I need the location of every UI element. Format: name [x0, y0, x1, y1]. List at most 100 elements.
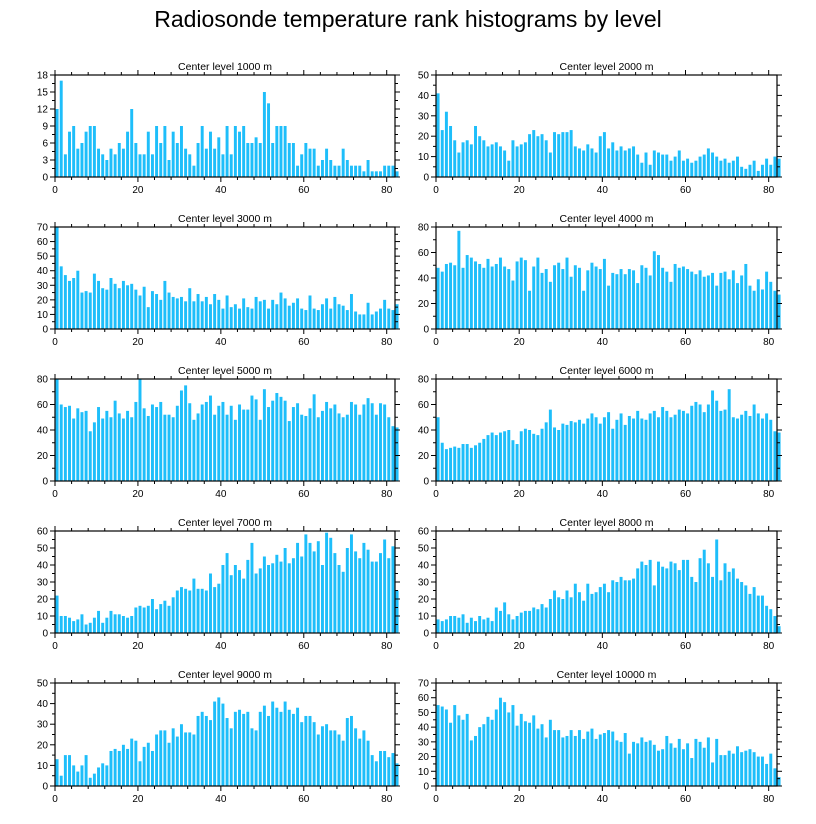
- histogram-bar: [329, 730, 333, 786]
- histogram-bar: [548, 599, 552, 633]
- histogram-bar: [536, 728, 540, 786]
- histogram-bar: [366, 398, 370, 482]
- histogram-bar: [677, 570, 681, 633]
- histogram-bar: [246, 711, 250, 786]
- histogram-bar: [329, 308, 333, 329]
- histogram-bar: [727, 571, 731, 633]
- histogram-bar: [598, 423, 602, 482]
- histogram-bar: [196, 413, 200, 481]
- histogram-bar: [59, 80, 63, 177]
- histogram-bar: [532, 130, 536, 177]
- histogram-bar: [553, 590, 556, 633]
- histogram-bar: [345, 718, 349, 786]
- histogram-bar: [731, 270, 735, 329]
- histogram-bar: [777, 777, 781, 786]
- histogram-bar: [436, 417, 440, 481]
- histogram-bar: [84, 291, 88, 329]
- histogram-bar: [598, 734, 602, 786]
- histogram-bar: [238, 131, 241, 177]
- histogram-bar: [374, 414, 378, 481]
- histogram-bar: [221, 565, 225, 633]
- histogram-bar: [769, 609, 773, 633]
- histogram-bar: [748, 285, 752, 329]
- histogram-bar: [150, 599, 154, 633]
- histogram-bar: [383, 750, 387, 786]
- panel-title: Center level 10000 m: [557, 669, 657, 681]
- histogram-bar: [126, 285, 130, 329]
- histogram-bar: [453, 446, 457, 481]
- histogram-bar: [490, 266, 494, 329]
- histogram-bar: [213, 587, 217, 633]
- histogram-bar: [457, 617, 461, 633]
- histogram-bar: [142, 154, 146, 177]
- histogram-bar: [569, 597, 573, 633]
- histogram-bar: [271, 563, 275, 633]
- histogram-bar: [59, 616, 63, 633]
- histogram-bar: [569, 730, 573, 786]
- histogram-bar: [362, 404, 366, 481]
- histogram-bar: [279, 126, 283, 177]
- histogram-bar: [233, 419, 237, 481]
- histogram-bar: [233, 711, 237, 786]
- histogram-bar: [665, 154, 669, 177]
- histogram-bar: [702, 276, 706, 329]
- histogram-bar: [444, 709, 448, 786]
- x-tick-label: 20: [514, 641, 526, 652]
- histogram-bar: [97, 610, 101, 633]
- histogram-bar: [494, 142, 498, 177]
- histogram-bar: [469, 144, 473, 177]
- histogram-bar: [611, 428, 615, 481]
- histogram-bar: [155, 609, 159, 633]
- histogram-bar: [254, 730, 258, 786]
- histogram-bar: [217, 583, 221, 633]
- histogram-bar: [395, 590, 399, 633]
- histogram-bar: [80, 143, 84, 177]
- histogram-bar: [258, 301, 262, 329]
- histogram-bar: [607, 148, 611, 177]
- histogram-bar: [250, 728, 254, 786]
- histogram-bar: [291, 558, 295, 633]
- histogram-bar: [308, 715, 312, 786]
- histogram-bar: [444, 111, 448, 177]
- histogram-bar: [602, 258, 606, 330]
- histogram-bar: [577, 267, 581, 329]
- panel-2: Center level 2000 m 0 20 40 60 80 0 10 20 30 40 50: [418, 61, 782, 196]
- histogram-bar: [109, 610, 113, 633]
- x-tick-label: 20: [514, 185, 526, 196]
- histogram-bar: [262, 705, 266, 786]
- histogram-bar: [283, 400, 287, 481]
- histogram-bar: [225, 414, 229, 481]
- histogram-bar: [777, 158, 781, 177]
- x-tick-label: 0: [52, 794, 58, 805]
- histogram-bar: [391, 165, 395, 177]
- histogram-bar: [109, 148, 113, 177]
- histogram-bar: [63, 407, 67, 481]
- x-tick-label: 40: [215, 489, 227, 500]
- histogram-bar: [740, 752, 744, 786]
- panel-8: Center level 8000 m 0 20 40 60 80 0 10 20 30 40 50 6…: [418, 517, 782, 652]
- histogram-bar: [494, 263, 498, 329]
- histogram-bar: [652, 251, 656, 329]
- histogram-bar: [345, 414, 349, 481]
- histogram-bar: [175, 590, 179, 633]
- histogram-bar: [391, 310, 395, 329]
- y-tick-label: 60: [418, 400, 430, 411]
- y-tick-label: 50: [418, 544, 430, 555]
- x-tick-label: 80: [381, 794, 393, 805]
- histogram-bar: [719, 160, 723, 177]
- histogram-bar: [698, 741, 702, 786]
- histogram-bar: [159, 299, 163, 329]
- histogram-bar: [142, 607, 146, 633]
- histogram-bar: [586, 270, 590, 329]
- histogram-bar: [548, 152, 552, 177]
- histogram-bar: [316, 541, 320, 633]
- histogram-bar: [486, 146, 490, 177]
- histogram-bar: [636, 743, 640, 786]
- x-tick-label: 20: [132, 794, 144, 805]
- histogram-bar: [250, 542, 254, 633]
- histogram-bar: [677, 150, 681, 177]
- histogram-bar: [130, 616, 134, 633]
- histogram-bar: [561, 599, 565, 633]
- histogram-bar: [769, 419, 773, 481]
- y-tick-label: 0: [42, 477, 48, 488]
